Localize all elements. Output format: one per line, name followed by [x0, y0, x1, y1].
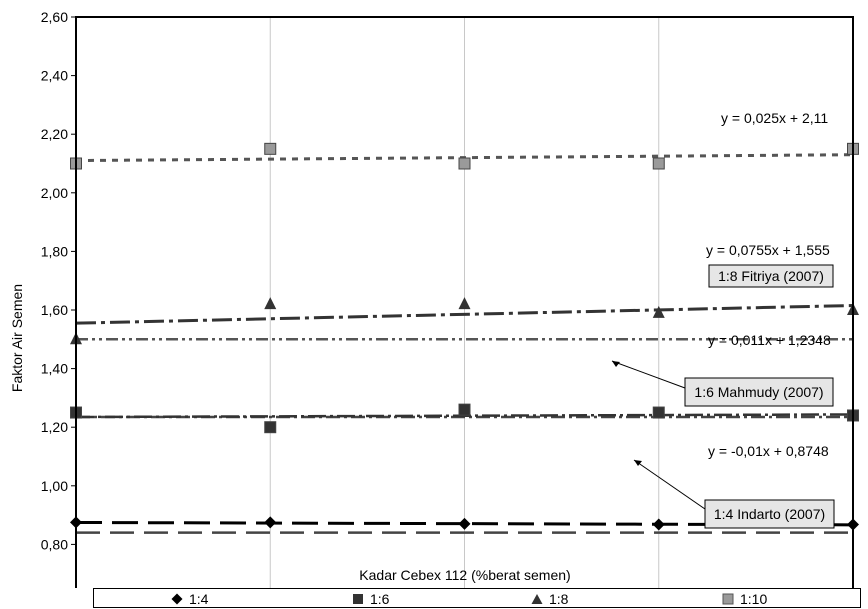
trendline: [75, 413, 854, 419]
y-tick-label: 2,40: [41, 68, 68, 84]
trendline-equation: y = -0,01x + 0,8748: [708, 443, 829, 459]
square-point: [652, 406, 665, 419]
arrow-head-icon: [612, 361, 620, 367]
trendline-equation: y = 0,011x + 1,2348: [708, 332, 831, 348]
axis-ticks: 0,600,801,001,201,401,601,802,002,202,40…: [41, 9, 76, 552]
callout-label: 1:6 Mahmudy (2007): [694, 384, 823, 400]
legend-label: 1:10: [740, 591, 768, 607]
triangle-point: [652, 305, 665, 318]
legend: 1:4 1:6 1:8 1:10: [93, 588, 861, 608]
square-point: [458, 403, 471, 416]
triangle-point: [458, 297, 471, 310]
y-tick-label: 1,80: [41, 243, 68, 259]
y-tick-label: 2,00: [41, 185, 68, 201]
square-point: [264, 142, 277, 155]
legend-item-1-6: 1:6: [352, 591, 389, 607]
callout-box: [684, 377, 834, 407]
square-point: [652, 157, 665, 170]
triangle-marker-icon: [531, 594, 543, 604]
callout-label: 1:8 Fitriya (2007): [718, 268, 824, 284]
y-tick-label: 1,60: [41, 302, 68, 318]
y-tick-label: 0,80: [41, 536, 68, 552]
diamond-point: [652, 518, 665, 531]
trendline-equation: y = 0,0755x + 1,555: [706, 242, 830, 258]
callout-box: [708, 264, 834, 288]
legend-label: 1:6: [370, 591, 390, 607]
y-tick-label: 1,40: [41, 361, 68, 377]
trendline-equation: y = 0,025x + 2,11: [721, 110, 828, 126]
leader-line: [633, 459, 706, 510]
callout-box: [704, 499, 835, 529]
y-axis-label: Faktor Air Semen: [9, 284, 25, 392]
leader-line: [611, 360, 686, 389]
trendline: [75, 520, 854, 527]
y-tick-label: 2,20: [41, 126, 68, 142]
triangle-point: [264, 297, 277, 310]
diamond-point: [264, 516, 277, 529]
y-tick-label: 1,20: [41, 419, 68, 435]
y-tick-label: 1,00: [41, 478, 68, 494]
trendline: [75, 303, 854, 325]
chart: 0,600,801,001,201,401,601,802,002,202,40…: [9, 9, 859, 588]
legend-item-1-10: 1:10: [722, 591, 767, 607]
legend-label: 1:8: [549, 591, 569, 607]
arrow-head-icon: [634, 460, 642, 466]
callout-label: 1:4 Indarto (2007): [714, 506, 825, 522]
y-tick-label: 2,60: [41, 9, 68, 25]
diamond-point: [458, 517, 471, 530]
square-marker-icon: [722, 593, 734, 605]
reference-callouts: 1:8 Fitriya (2007) 1:6 Mahmudy (2007) 1:4 …: [611, 264, 835, 529]
trendline-equations: y = -0,01x + 0,8748 y = 0,011x + 1,2348 y …: [706, 110, 831, 459]
x-axis-label: Kadar Cebex 112 (%berat semen): [359, 567, 570, 583]
legend-item-1-4: 1:4: [171, 591, 208, 607]
square-point: [458, 157, 471, 170]
square-marker-icon: [353, 594, 363, 604]
diamond-marker-icon: [171, 593, 183, 605]
legend-label: 1:4: [189, 591, 209, 607]
legend-item-1-8: 1:8: [531, 591, 568, 607]
square-point: [264, 421, 277, 434]
